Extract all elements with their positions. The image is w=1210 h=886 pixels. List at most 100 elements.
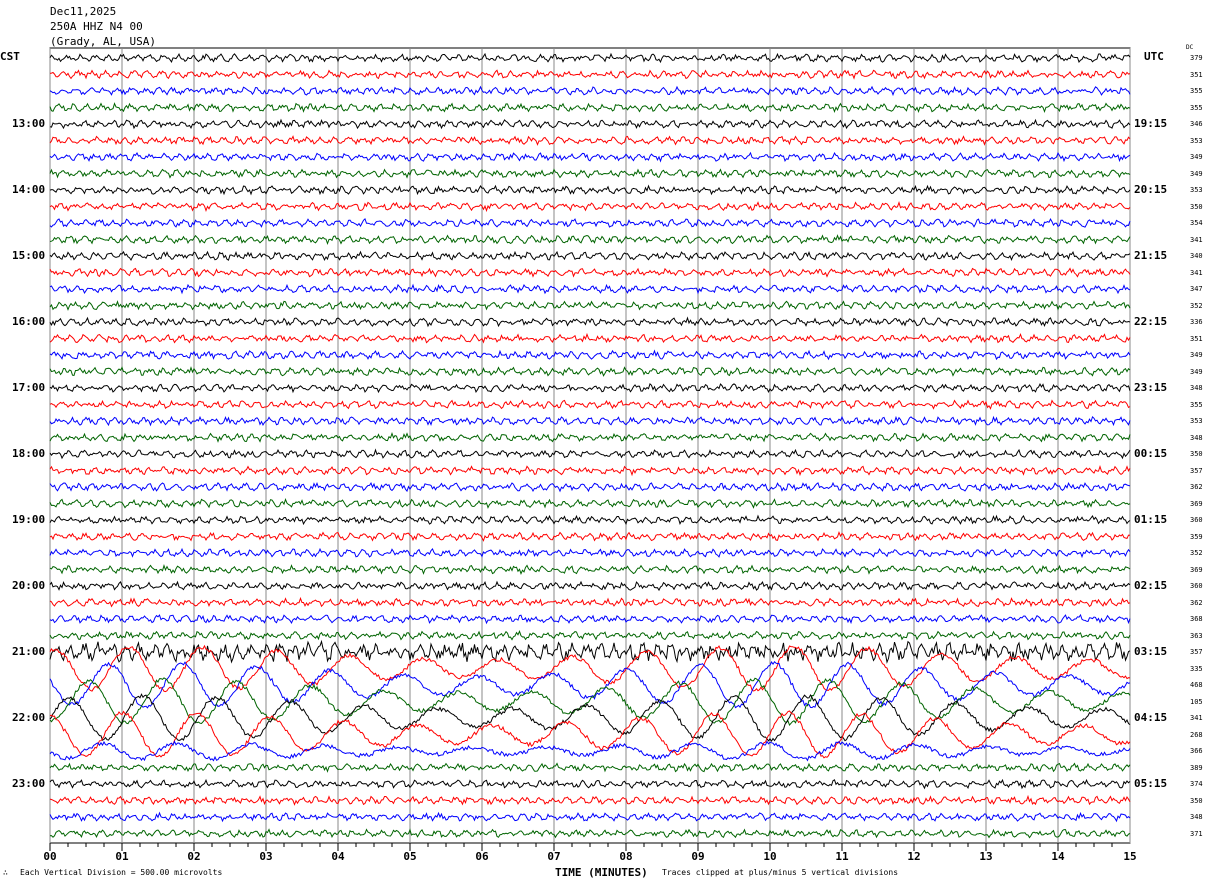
utc-hour-label: 23:15	[1134, 381, 1168, 394]
dc-value: 350	[1190, 450, 1203, 458]
trace-row-14	[49, 283, 1131, 295]
x-tick-label: 07	[547, 850, 561, 863]
trace-row-44	[49, 778, 1131, 790]
trace-row-39	[49, 677, 1131, 726]
dc-value: 352	[1190, 549, 1203, 557]
dc-value: 362	[1190, 598, 1203, 607]
utc-hour-label: 04:15	[1134, 711, 1168, 724]
trace-row-37	[49, 644, 1131, 693]
trace-row-34	[49, 613, 1131, 625]
trace-row-24	[49, 448, 1131, 460]
dc-title: DC	[1186, 44, 1194, 51]
dc-value: 368	[1190, 615, 1203, 623]
trace-row-7	[49, 168, 1131, 179]
dc-value: 357	[1190, 648, 1203, 656]
x-tick-label: 02	[187, 850, 201, 863]
dc-value: 389	[1190, 763, 1203, 772]
dc-value: 353	[1190, 136, 1203, 145]
cst-hour-label: 21:00	[12, 645, 46, 658]
x-tick-label: 12	[907, 850, 921, 863]
trace-row-11	[49, 234, 1131, 245]
trace-row-9	[49, 201, 1131, 213]
dc-value: 360	[1190, 582, 1203, 590]
trace-row-10	[49, 218, 1131, 228]
dc-value: 335	[1190, 664, 1203, 673]
trace-row-17	[49, 332, 1131, 344]
x-tick-label: 11	[835, 850, 849, 863]
dc-value: 362	[1190, 483, 1203, 491]
x-tick-label: 06	[475, 850, 489, 863]
x-tick-label: 05	[403, 850, 417, 863]
dc-value: 348	[1190, 384, 1203, 392]
dc-value: 341	[1190, 268, 1203, 277]
trace-row-29	[49, 530, 1131, 542]
dc-value: 105	[1190, 697, 1203, 706]
trace-row-25	[49, 465, 1131, 477]
dc-value: 379	[1190, 54, 1203, 62]
utc-hour-label: 00:15	[1134, 447, 1168, 460]
cst-hour-label: 16:00	[12, 315, 46, 328]
trace-row-32	[49, 580, 1131, 592]
station: 250A HHZ N4 00	[50, 20, 143, 33]
dc-value: 346	[1190, 120, 1203, 128]
x-tick-label: 00	[43, 850, 57, 863]
dc-value: 351	[1190, 70, 1203, 79]
dc-value: 347	[1190, 285, 1203, 293]
cst-hour-label: 15:00	[12, 249, 46, 262]
dc-value: 360	[1190, 516, 1203, 524]
dc-value: 349	[1190, 169, 1203, 178]
trace-row-21	[49, 399, 1131, 410]
trace-row-30	[49, 547, 1131, 559]
cst-hour-label: 18:00	[12, 447, 46, 460]
dc-value: 348	[1190, 813, 1203, 821]
cst-hour-label: 13:00	[12, 117, 46, 130]
x-tick-label: 04	[331, 850, 345, 863]
utc-hour-label: 22:15	[1134, 315, 1168, 328]
dc-value: 268	[1190, 730, 1203, 739]
x-tick-label: 14	[1051, 850, 1065, 863]
trace-row-31	[49, 563, 1131, 575]
trace-row-47	[49, 828, 1131, 839]
trace-row-1	[49, 69, 1131, 80]
dc-value: 366	[1190, 747, 1203, 755]
division-note: Each Vertical Division = 500.00 microvol…	[20, 868, 223, 877]
trace-row-40	[49, 693, 1131, 743]
cst-hour-label: 20:00	[12, 579, 46, 592]
trace-row-28	[49, 514, 1131, 526]
trace-row-16	[49, 316, 1131, 328]
cst-hour-label: 23:00	[12, 777, 46, 790]
dc-value: 355	[1190, 103, 1203, 112]
cst-title: CST	[0, 50, 20, 63]
cst-hour-label: 22:00	[12, 711, 46, 724]
dc-value: 371	[1190, 829, 1203, 838]
utc-hour-label: 03:15	[1134, 645, 1168, 658]
trace-row-18	[49, 349, 1131, 361]
dc-value: 363	[1190, 631, 1203, 640]
dc-value: 340	[1190, 252, 1203, 260]
utc-hour-label: 01:15	[1134, 513, 1168, 526]
plot-frame	[49, 47, 1131, 844]
trace-row-15	[49, 300, 1131, 311]
trace-row-19	[49, 366, 1131, 377]
trace-row-4	[49, 118, 1131, 130]
dc-value: 350	[1190, 796, 1203, 805]
trace-row-43	[49, 762, 1131, 773]
dc-value: 357	[1190, 466, 1203, 475]
trace-row-33	[49, 596, 1131, 608]
trace-row-35	[49, 630, 1131, 641]
trace-row-38	[49, 660, 1131, 709]
cst-hour-label: 19:00	[12, 513, 46, 526]
trace-row-45	[49, 794, 1131, 806]
x-tick-label: 15	[1123, 850, 1137, 863]
dc-value: 351	[1190, 334, 1203, 343]
trace-row-36	[49, 639, 1131, 664]
trace-row-13	[49, 267, 1131, 278]
trace-row-23	[49, 431, 1131, 443]
dc-value: 468	[1190, 681, 1203, 689]
trace-row-0	[49, 52, 1131, 64]
trace-row-12	[49, 250, 1131, 262]
trace-row-8	[49, 184, 1131, 196]
dc-value: 359	[1190, 532, 1203, 541]
utc-hour-label: 19:15	[1134, 117, 1168, 130]
